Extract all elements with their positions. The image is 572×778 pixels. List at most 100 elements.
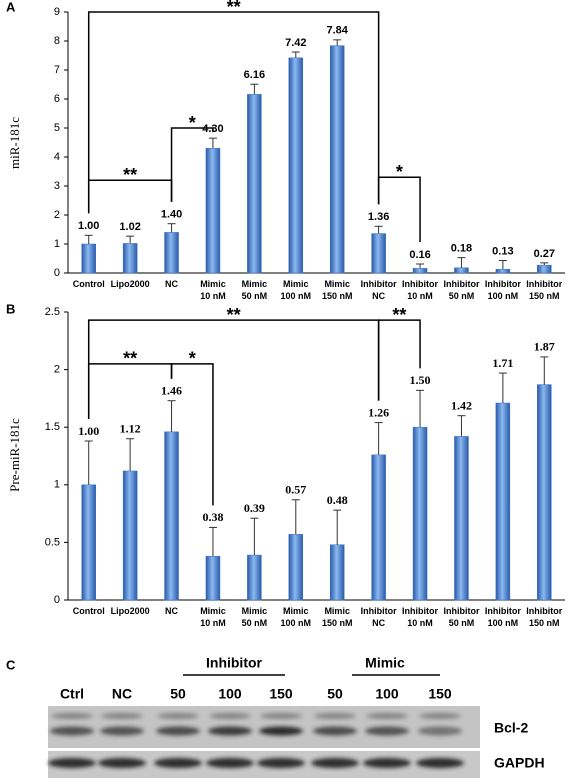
x-tick-label-line: 10 nM bbox=[407, 291, 433, 301]
value-label: 0.13 bbox=[492, 245, 513, 257]
x-tick-label-line: NC bbox=[372, 618, 385, 628]
blot-band bbox=[260, 713, 302, 719]
x-tick-label-line: 50 nM bbox=[449, 618, 475, 628]
bar bbox=[81, 484, 96, 601]
blot-band bbox=[314, 713, 356, 719]
blot-band bbox=[257, 758, 305, 768]
lane-label: 50 bbox=[327, 686, 343, 702]
x-tick-label-line: Mimic bbox=[324, 606, 350, 616]
y-tick-label: 5 bbox=[54, 122, 60, 134]
x-tick-label-line: Mimic bbox=[324, 279, 350, 289]
x-tick-label: Control bbox=[73, 279, 105, 289]
blot-band bbox=[363, 758, 411, 768]
blot-band bbox=[311, 758, 359, 768]
error-bar bbox=[291, 499, 300, 535]
x-tick-label-line: 10 nM bbox=[407, 618, 433, 628]
value-label: 6.16 bbox=[244, 69, 265, 81]
x-tick-label-line: Mimic bbox=[242, 606, 268, 616]
value-label: 0.48 bbox=[327, 493, 348, 507]
x-tick-label: NC bbox=[165, 606, 178, 616]
row-label: Bcl-2 bbox=[494, 720, 528, 736]
y-tick-label: 2.5 bbox=[45, 306, 60, 318]
value-label: 1.12 bbox=[120, 421, 141, 435]
x-tick-label: Inhibitor 10 nM bbox=[402, 606, 438, 628]
x-tick-label-line: Inhibitor bbox=[361, 606, 397, 616]
error-bar bbox=[374, 422, 383, 455]
bar bbox=[247, 554, 262, 601]
x-tick-label: NC bbox=[165, 279, 178, 289]
error-bar bbox=[167, 223, 176, 233]
error-bar bbox=[457, 257, 466, 268]
error-bar bbox=[126, 438, 135, 471]
significance-label: ** bbox=[123, 349, 137, 369]
blot-band bbox=[48, 758, 96, 768]
x-tick-label-line: 150 nM bbox=[322, 291, 353, 301]
x-tick-label-line: 10 nM bbox=[200, 291, 226, 301]
error-bar bbox=[208, 526, 217, 557]
x-tick-label-line: NC bbox=[165, 279, 178, 289]
panel-label: B bbox=[6, 301, 15, 316]
bar bbox=[247, 94, 262, 274]
x-tick-label: Inhibitor 50 nM bbox=[443, 279, 479, 301]
value-label: 7.84 bbox=[326, 25, 348, 37]
blot-band bbox=[416, 758, 464, 768]
value-label: 1.42 bbox=[451, 398, 472, 412]
error-bar bbox=[333, 39, 342, 46]
significance-label: * bbox=[396, 162, 403, 182]
bar bbox=[412, 426, 428, 601]
x-tick-label: Control bbox=[73, 606, 105, 616]
x-tick-label: Inhibitor NC bbox=[361, 606, 397, 628]
significance-bracket bbox=[87, 319, 380, 420]
bar bbox=[329, 544, 345, 601]
x-tick-label: Lipo2000 bbox=[111, 279, 150, 289]
bar bbox=[205, 148, 221, 274]
x-tick-label: Mimic 50 nM bbox=[242, 279, 268, 301]
x-tick-label: Inhibitor 150 nM bbox=[526, 279, 562, 301]
y-tick-label: 0 bbox=[54, 594, 60, 606]
y-tick-label: 1 bbox=[54, 238, 60, 250]
significance-label: ** bbox=[123, 165, 137, 185]
value-label: 1.40 bbox=[161, 209, 182, 221]
error-bar bbox=[250, 517, 259, 556]
value-label: 0.39 bbox=[244, 501, 265, 515]
lane-label: Ctrl bbox=[60, 686, 84, 702]
value-label: 1.87 bbox=[534, 340, 555, 354]
value-label: 1.50 bbox=[410, 373, 431, 387]
x-tick-label-line: Control bbox=[73, 606, 105, 616]
bar bbox=[495, 268, 511, 274]
blot-band bbox=[418, 726, 462, 736]
blot-band bbox=[208, 726, 252, 736]
error-bar bbox=[540, 356, 549, 385]
significance-bracket bbox=[170, 363, 214, 506]
x-tick-label-line: Control bbox=[73, 279, 105, 289]
error-bar bbox=[291, 51, 300, 58]
x-tick-label: Mimic 150 nM bbox=[322, 279, 353, 301]
bar bbox=[454, 436, 469, 601]
bar bbox=[371, 233, 386, 274]
x-tick-label-line: Inhibitor bbox=[443, 279, 479, 289]
blot-band bbox=[50, 726, 94, 736]
x-tick-label-line: Inhibitor bbox=[485, 279, 521, 289]
blot-band bbox=[365, 726, 409, 736]
significance-label: ** bbox=[227, 305, 241, 325]
x-tick-label-line: 100 nM bbox=[488, 291, 519, 301]
significance-bracket bbox=[377, 176, 421, 243]
blot-band bbox=[156, 726, 200, 736]
group-label: Inhibitor bbox=[206, 655, 263, 671]
significance-label: ** bbox=[227, 0, 241, 17]
x-tick-label: Mimic 150 nM bbox=[322, 606, 353, 628]
significance-label: * bbox=[189, 349, 196, 369]
significance-bracket bbox=[87, 363, 173, 420]
value-label: 0.18 bbox=[451, 243, 472, 255]
x-tick-label: Lipo2000 bbox=[111, 606, 150, 616]
blot-band bbox=[206, 758, 254, 768]
lane-label: NC bbox=[112, 686, 132, 702]
bar bbox=[371, 454, 386, 601]
value-label: 0.27 bbox=[534, 248, 555, 260]
y-tick-label: 1 bbox=[54, 479, 60, 491]
bar bbox=[288, 57, 304, 274]
value-label: 7.42 bbox=[285, 37, 306, 49]
x-tick-label: Inhibitor 50 nM bbox=[443, 606, 479, 628]
bar bbox=[412, 268, 428, 274]
blot-band bbox=[259, 726, 303, 736]
